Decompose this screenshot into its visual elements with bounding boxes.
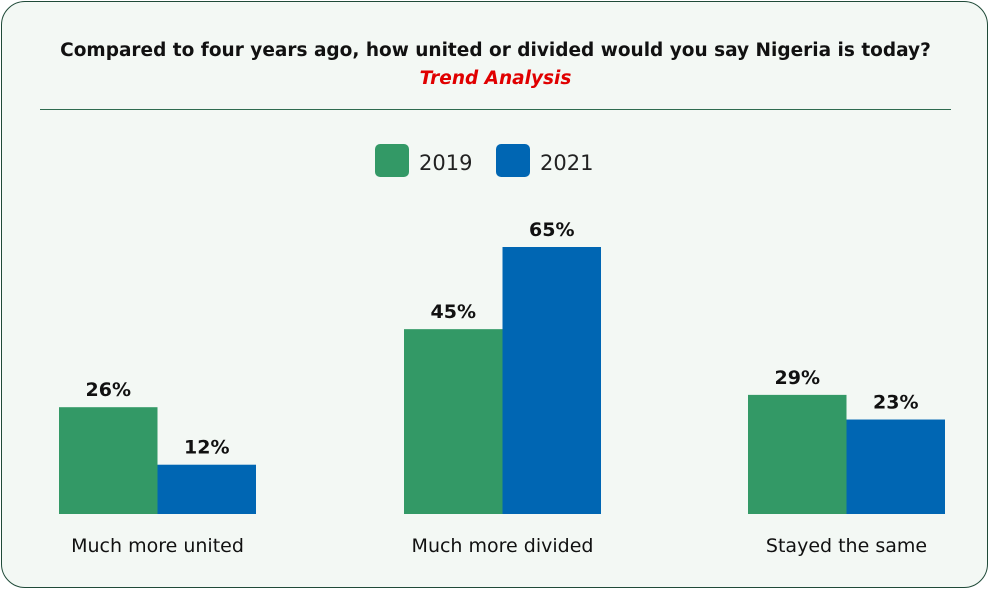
data-label-2021-2: 23% xyxy=(873,392,918,414)
legend-label-2019: 2019 xyxy=(419,151,472,175)
category-label-1: Much more divided xyxy=(412,535,594,557)
chart-title: Compared to four years ago, how united o… xyxy=(60,40,931,61)
legend-swatch-2019 xyxy=(375,144,409,177)
data-label-2021-0: 12% xyxy=(184,437,229,459)
bar-2019-0 xyxy=(59,407,158,514)
legend-label-2021: 2021 xyxy=(540,151,593,175)
bar-2019-1 xyxy=(404,329,503,514)
title-divider xyxy=(40,109,951,110)
bar-2021-2 xyxy=(846,419,945,514)
legend-swatch-2021 xyxy=(496,144,530,177)
category-label-2: Stayed the same xyxy=(766,535,927,557)
bar-2021-1 xyxy=(502,247,601,514)
data-label-2021-1: 65% xyxy=(529,219,574,241)
data-label-2019-0: 26% xyxy=(86,379,131,401)
category-label-0: Much more united xyxy=(71,535,244,557)
bar-2021-0 xyxy=(157,464,256,514)
data-label-2019-1: 45% xyxy=(431,301,476,323)
bar-2019-2 xyxy=(748,394,847,514)
data-label-2019-2: 29% xyxy=(775,367,820,389)
chart-subtitle: Trend Analysis xyxy=(419,68,572,89)
